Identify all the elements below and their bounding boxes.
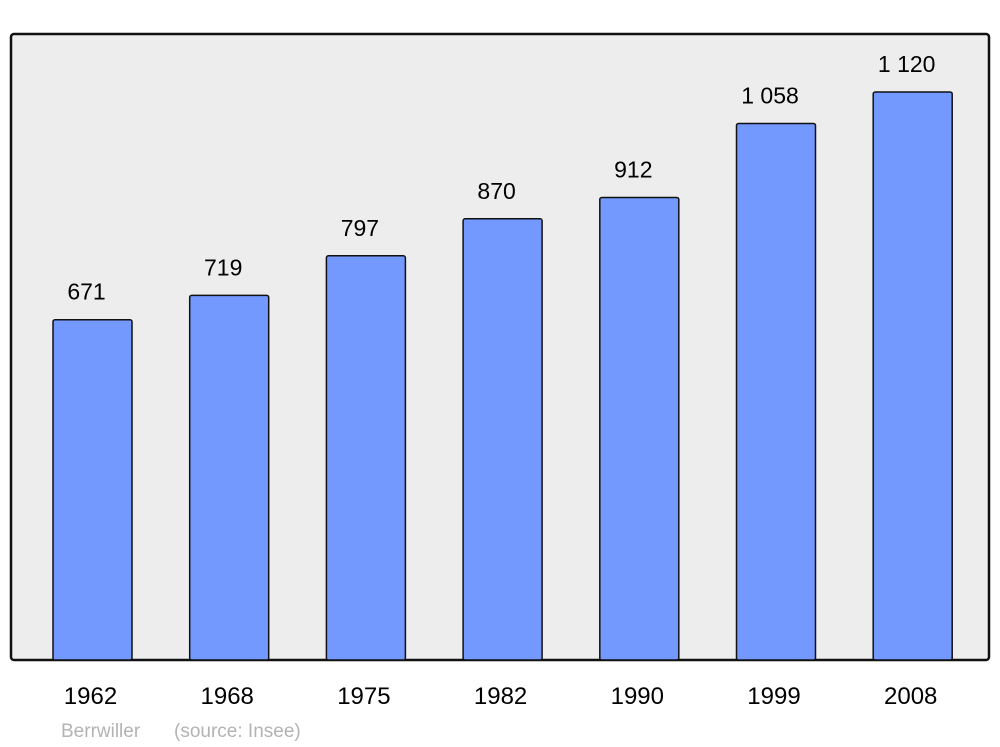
value-label: 1 120 [878, 51, 936, 77]
x-tick-label: 1999 [747, 683, 800, 710]
x-tick-label: 1982 [474, 683, 527, 710]
bar-2008 [872, 91, 953, 661]
bar-1999 [735, 122, 817, 661]
x-tick-label: 1962 [64, 683, 117, 710]
bar-1962 [52, 318, 133, 661]
bar-1990 [599, 196, 680, 661]
value-label: 912 [614, 156, 652, 182]
value-label: 719 [204, 254, 242, 280]
x-tick-label: 1990 [611, 683, 664, 710]
value-label: 1 058 [741, 82, 799, 108]
x-tick-label: 1975 [337, 683, 390, 710]
x-tick-label: 1968 [201, 683, 254, 710]
source-label: (source: Insee) [174, 721, 301, 742]
value-label: 870 [477, 178, 515, 204]
place-label: Berrwiller [61, 721, 141, 742]
value-label: 797 [341, 215, 379, 241]
value-label: 671 [67, 279, 105, 305]
bar-1982 [462, 218, 543, 661]
bar-1975 [325, 255, 407, 661]
x-tick-label: 2008 [884, 683, 937, 710]
bar-1968 [188, 294, 270, 661]
